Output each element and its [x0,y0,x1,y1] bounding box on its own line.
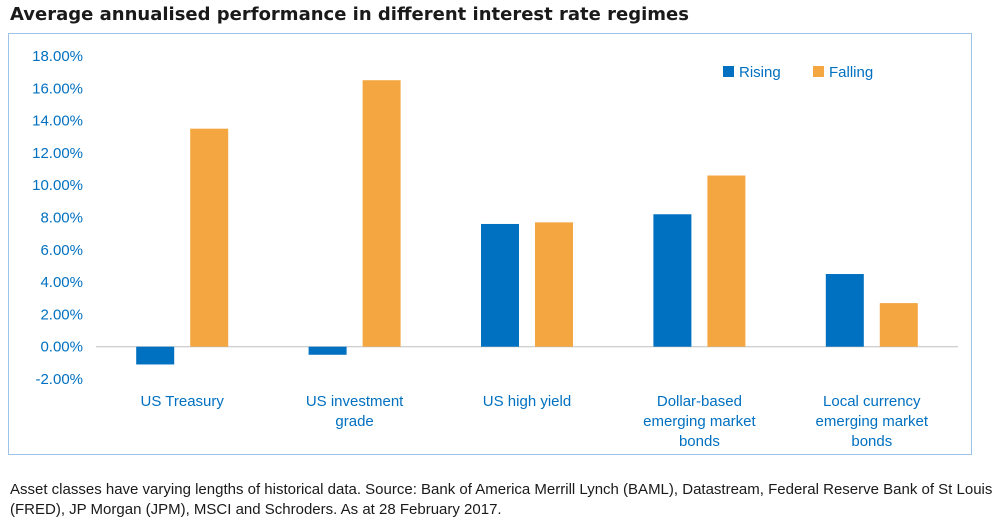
legend: Rising Falling [723,64,873,81]
y-tick-label: 12.00% [32,145,83,162]
category-label: US investment grade [306,393,404,430]
y-tick-label: 2.00% [40,306,83,323]
y-tick-label: 6.00% [40,242,83,259]
legend-label-falling: Falling [829,64,873,81]
y-tick-label: 14.00% [32,113,83,130]
y-tick-label: 16.00% [32,80,83,97]
bar-rising-2 [481,223,519,347]
category-label: Dollar-based emerging market bonds [643,393,756,450]
bar-falling-4 [879,303,918,347]
bar-layer [136,80,918,365]
y-tick-label: 4.00% [40,274,83,291]
bar-rising-3 [653,214,692,347]
category-label: US Treasury [141,393,225,410]
category-label: US high yield [483,393,571,410]
legend-swatch-falling [813,66,824,77]
bar-falling-2 [535,222,573,347]
bar-falling-3 [707,175,746,347]
bar-chart: -2.00% 0.00% 2.00% 4.00% 6.00% 8.00% 10.00% 12.… [8,33,972,455]
bar-rising-0 [136,346,175,365]
chart-area: -2.00% 0.00% 2.00% 4.00% 6.00% 8.00% 10.00% 12.… [8,33,992,455]
category-label: Local currency emerging market bonds [816,393,929,450]
legend-swatch-rising [723,66,734,77]
legend-label-rising: Rising [739,64,781,81]
y-tick-label: 0.00% [40,339,83,356]
category-labels: US Treasury US investment grade US high yie… [141,393,929,450]
bar-falling-0 [190,128,229,347]
y-tick-label: 10.00% [32,177,83,194]
chart-title: Average annualised performance in differ… [10,4,689,25]
bar-falling-1 [362,80,401,347]
y-tick-label: 8.00% [40,210,83,227]
axis-layer: -2.00% 0.00% 2.00% 4.00% 6.00% 8.00% 10.00% 12.… [32,48,958,388]
bar-rising-4 [825,274,864,347]
source-footnote: Asset classes have varying lengths of hi… [10,481,993,518]
y-tick-label: -2.00% [35,371,83,388]
y-tick-label: 18.00% [32,48,83,65]
bar-rising-1 [308,346,347,355]
